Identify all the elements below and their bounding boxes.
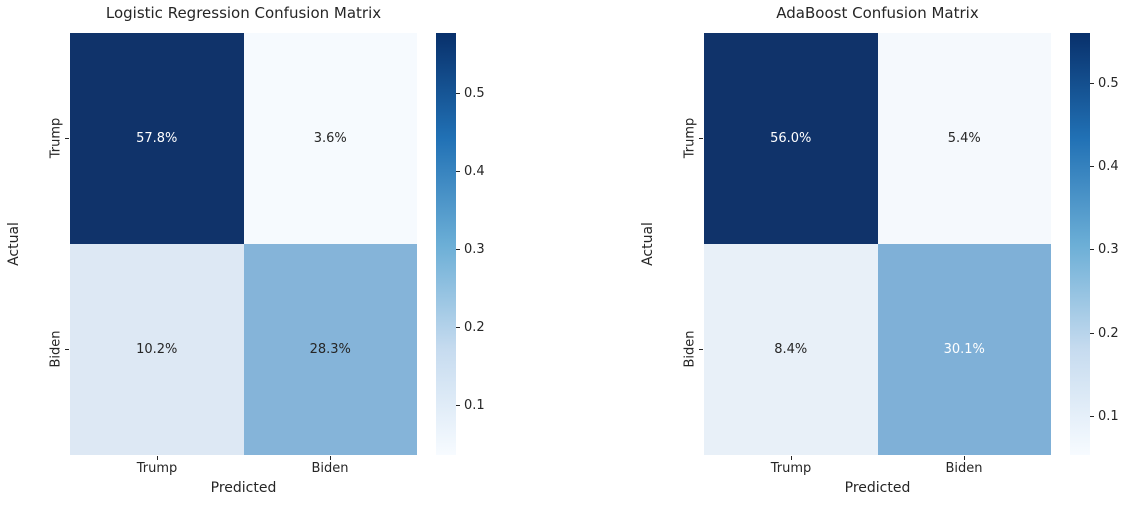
colorbar-tick-mark [1090,82,1094,84]
y-tick-mark [699,349,703,350]
x-tick-mark [157,456,158,460]
heatmap-cell-actual-biden-pred-biden: 30.1% [877,244,1051,455]
x-axis-label: Predicted [210,480,277,496]
y-tick-mark [699,138,703,139]
colorbar-tick-mark [456,248,460,250]
heatmap-cell-actual-trump-pred-biden: 3.6% [243,33,417,244]
heatmap: 56.0% 5.4% 8.4% 30.1% [704,33,1051,455]
colorbar-tick-mark [1090,332,1094,334]
y-tick-mark [65,138,69,139]
heatmap-cell-actual-biden-pred-trump: 8.4% [704,244,878,455]
chart-title: AdaBoost Confusion Matrix [776,4,979,22]
y-tick-mark [65,349,69,350]
colorbar-tick-mark [456,171,460,173]
x-tick-mark [330,456,331,460]
colorbar-ticks: 0.5 0.4 0.3 0.2 0.1 [456,33,512,455]
colorbar-tick-mark [456,404,460,406]
x-tick-mark [964,456,965,460]
colorbar [436,33,456,455]
x-axis-label: Predicted [844,480,911,496]
chart-title: Logistic Regression Confusion Matrix [105,4,382,22]
heatmap-cell-actual-trump-pred-trump: 57.8% [70,33,244,244]
colorbar-tick-mark [1090,249,1094,251]
colorbar-tick-mark [1090,416,1094,418]
x-tick-mark [791,456,792,460]
colorbar [1070,33,1090,455]
adaboost-panel: AdaBoost Confusion Matrix Actual Trump B… [634,0,1146,510]
colorbar-ticks: 0.5 0.4 0.3 0.2 0.1 [1090,33,1146,455]
heatmap-cell-actual-biden-pred-trump: 10.2% [70,244,244,455]
logistic-regression-panel: Logistic Regression Confusion Matrix Act… [0,0,512,510]
colorbar-tick-mark [456,326,460,328]
heatmap-cell-actual-trump-pred-biden: 5.4% [877,33,1051,244]
heatmap: 57.8% 3.6% 10.2% 28.3% [70,33,417,455]
heatmap-cell-actual-biden-pred-biden: 28.3% [243,244,417,455]
colorbar-tick-mark [1090,165,1094,167]
heatmap-cell-actual-trump-pred-trump: 56.0% [704,33,878,244]
colorbar-tick-mark [456,93,460,95]
